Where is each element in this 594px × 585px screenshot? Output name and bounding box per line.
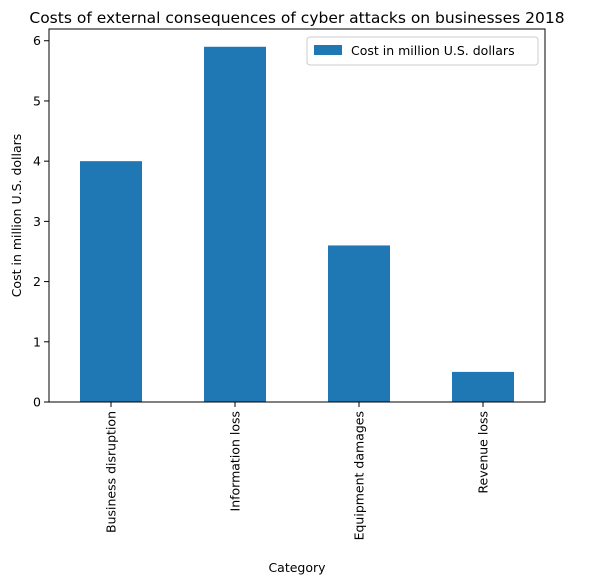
- y-tick-label: 6: [33, 33, 41, 48]
- y-tick-label: 2: [33, 274, 41, 289]
- y-tick-label: 5: [33, 93, 41, 108]
- x-axis-label: Category: [268, 560, 326, 575]
- bar-business-disruption: [80, 161, 142, 402]
- y-tick-label: 4: [33, 154, 41, 169]
- legend-box: [306, 36, 539, 66]
- x-tick-label: Revenue loss: [476, 411, 491, 494]
- y-axis-label: Cost in million U.S. dollars: [9, 134, 24, 298]
- x-tick-label: Business disruption: [104, 411, 119, 533]
- y-axis-ticks: 0 1 2 3 4 5 6: [33, 33, 49, 410]
- y-tick-label: 0: [33, 395, 41, 410]
- legend-swatch: [314, 45, 342, 55]
- chart-title: Costs of external consequences of cyber …: [29, 9, 564, 27]
- x-axis-ticks: Business disruption Information loss Equip…: [104, 402, 491, 540]
- y-tick-label: 3: [33, 214, 41, 229]
- y-tick-label: 1: [33, 334, 41, 349]
- bar-information-loss: [204, 46, 266, 403]
- bar-revenue-loss: [452, 371, 514, 402]
- bar-equipment-damages: [328, 245, 390, 402]
- x-tick-label: Information loss: [228, 411, 243, 511]
- legend: Cost in million U.S. dollars: [306, 36, 539, 66]
- bars-group: [80, 46, 514, 403]
- legend-label: Cost in million U.S. dollars: [351, 43, 515, 58]
- plot-frame: [48, 28, 546, 403]
- x-tick-label: Equipment damages: [352, 411, 367, 540]
